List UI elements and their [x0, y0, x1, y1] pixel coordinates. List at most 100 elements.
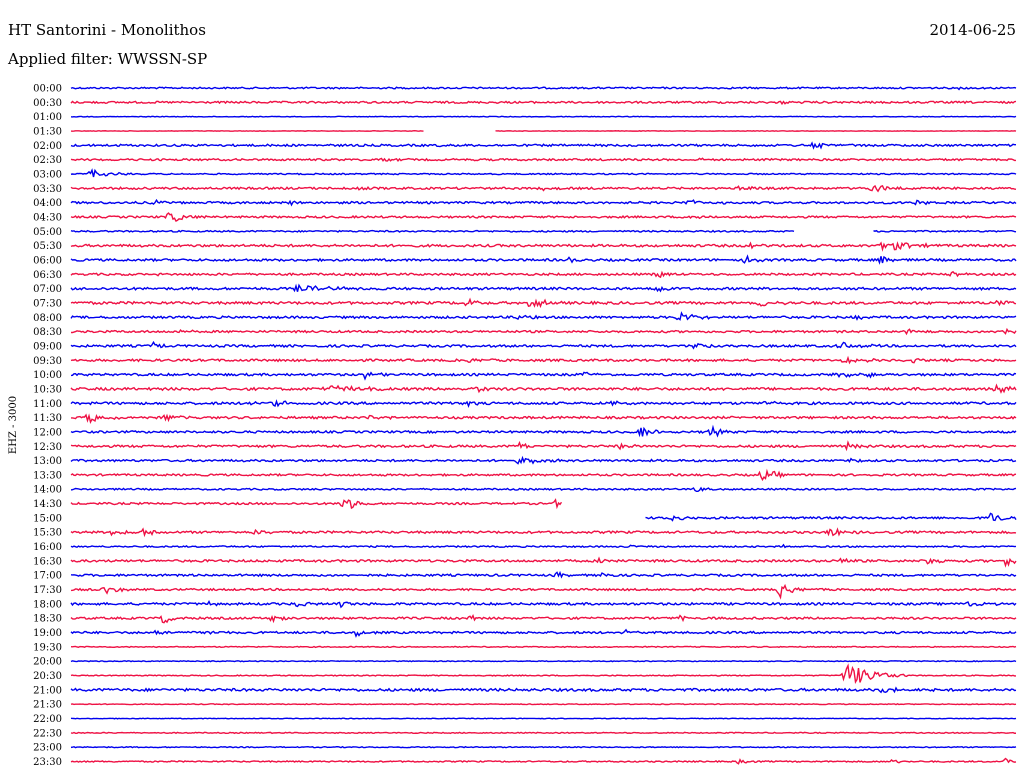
trace-2130	[70, 703, 1017, 706]
tick-label-1000: 10:00	[33, 370, 62, 381]
trace-1000	[70, 371, 1017, 381]
trace-0400	[70, 198, 1017, 207]
tick-label-1430: 14:30	[33, 499, 62, 510]
trace-2100	[70, 686, 1017, 694]
tick-label-1730: 17:30	[33, 585, 62, 596]
date-label: 2014-06-25	[929, 21, 1016, 39]
tick-label-0000: 00:00	[33, 84, 62, 95]
seismic-traces	[70, 86, 1017, 765]
trace-1330	[70, 468, 1017, 482]
tick-label-0130: 01:30	[33, 126, 62, 137]
tick-label-0700: 07:00	[33, 284, 62, 295]
tick-label-1130: 11:30	[33, 413, 62, 424]
trace-1900	[70, 628, 1017, 638]
tick-label-1100: 11:00	[33, 399, 62, 410]
trace-0530	[70, 241, 1017, 252]
trace-0600	[70, 254, 1017, 265]
trace-0900	[70, 340, 1017, 350]
tick-label-0630: 06:30	[33, 270, 62, 281]
trace-1930	[70, 645, 1017, 649]
tick-label-0600: 06:00	[33, 255, 62, 266]
tick-label-0400: 04:00	[33, 198, 62, 209]
tick-label-1300: 13:00	[33, 456, 62, 467]
trace-1530	[70, 527, 1017, 538]
trace-0000	[70, 86, 1017, 91]
trace-0300	[70, 168, 1017, 178]
trace-1130	[70, 413, 1017, 425]
filter-label: Applied filter: WWSSN-SP	[8, 50, 208, 68]
y-axis-label: EHZ - 3000	[8, 396, 19, 454]
tick-label-2200: 22:00	[33, 714, 62, 725]
tick-label-0730: 07:30	[33, 298, 62, 309]
trace-0930	[70, 355, 1017, 365]
tick-label-1400: 14:00	[33, 485, 62, 496]
tick-label-0500: 05:00	[33, 227, 62, 238]
trace-1400	[70, 486, 1017, 493]
trace-0830	[70, 327, 1017, 336]
trace-2230	[70, 731, 1017, 735]
trace-1800	[70, 599, 1017, 609]
tick-label-0830: 08:30	[33, 327, 62, 338]
trace-1230	[70, 440, 1017, 452]
tick-label-0200: 02:00	[33, 141, 62, 152]
tick-label-1830: 18:30	[33, 614, 62, 625]
trace-0500	[70, 229, 1017, 233]
tick-label-2300: 23:00	[33, 743, 62, 754]
tick-label-1930: 19:30	[33, 642, 62, 653]
tick-label-1630: 16:30	[33, 556, 62, 567]
tick-label-0900: 09:00	[33, 341, 62, 352]
trace-0700	[70, 283, 1017, 293]
tick-label-0430: 04:30	[33, 212, 62, 223]
trace-0630	[70, 270, 1017, 279]
tick-label-1230: 12:30	[33, 442, 62, 453]
trace-0800	[70, 311, 1017, 321]
trace-2200	[70, 717, 1017, 720]
tick-label-0030: 00:30	[33, 98, 62, 109]
tick-label-0300: 03:00	[33, 169, 62, 180]
station-title: HT Santorini - Monolithos	[8, 21, 206, 39]
trace-1500	[645, 512, 1017, 522]
tick-label-2000: 20:00	[33, 657, 62, 668]
tick-label-0230: 02:30	[33, 155, 62, 166]
trace-1730	[70, 583, 1017, 600]
trace-1830	[70, 613, 1017, 624]
tick-label-1500: 15:00	[33, 513, 62, 524]
trace-2000	[70, 660, 1017, 663]
trace-2330	[70, 757, 1017, 765]
trace-1430	[70, 498, 563, 510]
tick-label-1200: 12:00	[33, 427, 62, 438]
tick-label-1330: 13:30	[33, 470, 62, 481]
tick-label-2100: 21:00	[33, 685, 62, 696]
trace-1030	[70, 383, 1017, 394]
trace-0230	[70, 157, 1017, 163]
trace-1300	[70, 455, 1017, 465]
tick-label-1030: 10:30	[33, 384, 62, 395]
tick-label-2130: 21:30	[33, 700, 62, 711]
tick-label-0800: 08:00	[33, 313, 62, 324]
tick-label-1600: 16:00	[33, 542, 62, 553]
trace-0730	[70, 297, 1017, 309]
trace-0200	[70, 141, 1017, 150]
trace-1100	[70, 399, 1017, 408]
tick-label-0100: 01:00	[33, 112, 62, 123]
tick-label-0530: 05:30	[33, 241, 62, 252]
trace-0430	[70, 212, 1017, 223]
trace-1700	[70, 570, 1017, 579]
tick-label-2330: 23:30	[33, 757, 62, 768]
tick-label-1530: 15:30	[33, 528, 62, 539]
trace-1630	[70, 556, 1017, 568]
trace-0330	[70, 184, 1017, 193]
tick-label-1800: 18:00	[33, 599, 62, 610]
trace-0100	[70, 115, 1017, 118]
tick-label-1900: 19:00	[33, 628, 62, 639]
tick-label-2030: 20:30	[33, 671, 62, 682]
trace-2300	[70, 745, 1017, 749]
tick-label-0330: 03:30	[33, 184, 62, 195]
trace-1200	[70, 424, 1017, 438]
trace-1600	[70, 543, 1017, 549]
trace-2030	[70, 663, 1017, 684]
time-tick-labels: 00:00 00:30 01:00 01:30 02:00 02:30 03:00 03:30…	[33, 84, 62, 769]
trace-0030	[70, 100, 1017, 106]
tick-label-2230: 22:30	[33, 728, 62, 739]
